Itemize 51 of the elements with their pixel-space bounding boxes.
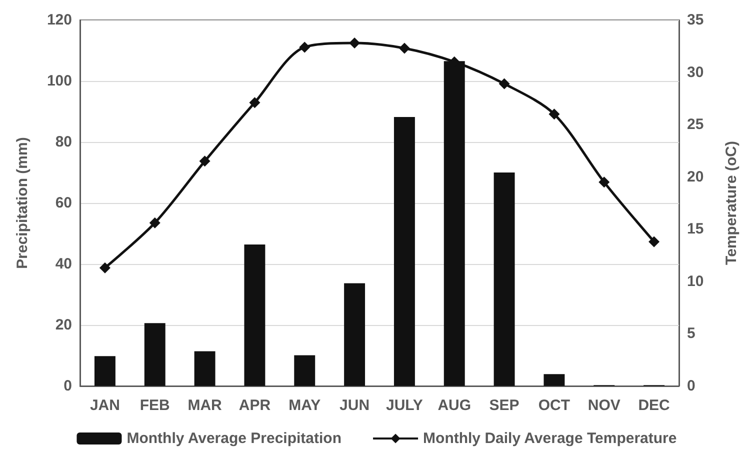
- point: [548, 108, 560, 120]
- x-tick-label: SEP: [489, 397, 520, 414]
- bar: [294, 355, 316, 386]
- point: [349, 38, 360, 49]
- bar: [394, 116, 415, 386]
- y-tick-label: 120: [46, 12, 72, 28]
- bar: [544, 374, 565, 386]
- y2-tick-label: 20: [687, 168, 704, 186]
- y-tick-label: 20: [55, 316, 72, 334]
- x-tick-label: AUG: [438, 397, 472, 414]
- x-tick-label: JULY: [386, 397, 423, 414]
- y-tick-label: 60: [55, 194, 72, 212]
- point: [598, 176, 610, 188]
- x-tick-label: APR: [238, 397, 271, 414]
- y2-tick-label: 30: [687, 64, 704, 81]
- y-tick-label: 0: [64, 378, 72, 394]
- x-tick-label: JUN: [340, 397, 370, 414]
- bar: [144, 323, 166, 386]
- x-tick-label: DEC: [638, 397, 670, 414]
- bar: [94, 356, 116, 386]
- x-tick-label: MAY: [288, 397, 321, 414]
- y2-tick-label: 5: [687, 325, 696, 342]
- point: [398, 42, 410, 54]
- point: [199, 156, 210, 167]
- x-tick-label: FEB: [140, 397, 170, 414]
- x-tick-label: OCT: [538, 397, 570, 414]
- y-tick-label: 40: [55, 256, 72, 272]
- y-tick-label: 100: [46, 72, 72, 90]
- x-tick-label: NOV: [588, 397, 620, 414]
- y2-tick-label: 15: [687, 220, 704, 238]
- bar: [194, 351, 216, 386]
- bar: [244, 244, 266, 386]
- point: [498, 78, 510, 90]
- bar: [344, 283, 366, 386]
- legend-label: Monthly Daily Average Temperature: [423, 430, 677, 447]
- point: [249, 97, 260, 108]
- x-tick-label: JAN: [90, 397, 120, 414]
- point: [149, 217, 160, 228]
- y2-tick-label: 0: [687, 378, 696, 394]
- point: [648, 236, 660, 248]
- bar: [494, 172, 515, 386]
- point: [299, 42, 310, 53]
- y2-axis-title: Temperature (oC): [723, 141, 740, 265]
- y2-tick-label: 25: [687, 116, 704, 134]
- legend-label: Monthly Average Precipitation: [126, 430, 342, 447]
- y2-tick-label: 35: [687, 12, 704, 28]
- y-axis-title: Precipitation (mm): [14, 137, 31, 269]
- x-tick-label: MAR: [188, 397, 222, 414]
- y-tick-label: 80: [55, 134, 72, 150]
- point: [99, 262, 110, 274]
- y2-tick-label: 10: [687, 272, 704, 290]
